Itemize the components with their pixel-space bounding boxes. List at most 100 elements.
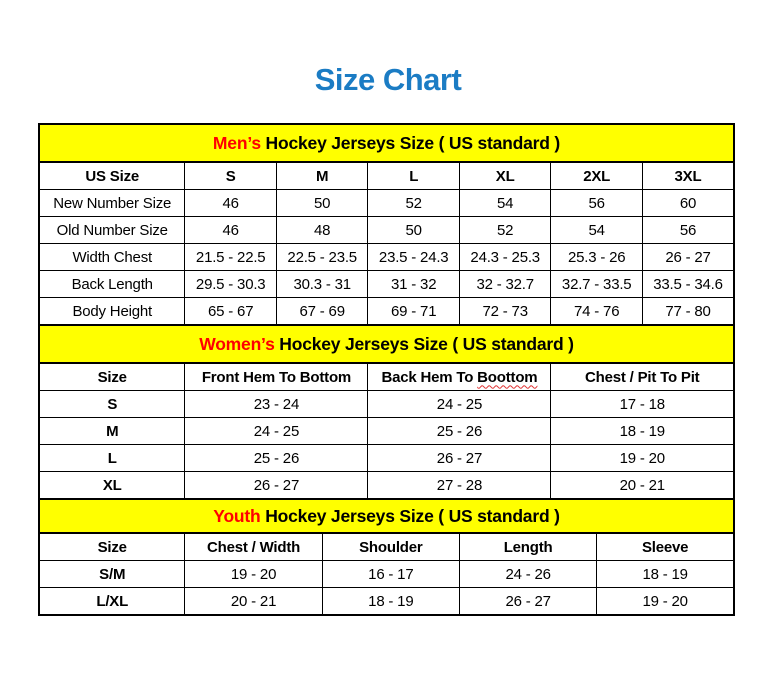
value-cell: 24 - 26 — [458, 560, 598, 588]
value-cell: 77 - 80 — [641, 297, 735, 326]
value-cell: 52 — [458, 216, 552, 244]
table-row: Old Number Size 46 48 50 52 54 56 — [38, 216, 735, 244]
table-row: S/M 19 - 20 16 - 17 24 - 26 18 - 19 — [38, 560, 735, 588]
column-header: Front Hem To Bottom — [184, 362, 369, 391]
value-cell: 32 - 32.7 — [458, 270, 552, 298]
value-cell: 26 - 27 — [184, 471, 369, 500]
column-header: L — [367, 161, 460, 190]
value-cell: 72 - 73 — [458, 297, 552, 326]
value-cell: 24.3 - 25.3 — [458, 243, 552, 271]
row-label: Back Length — [38, 270, 186, 298]
column-header: Chest / Width — [184, 532, 323, 561]
mens-banner-row: Men’s Hockey Jerseys Size ( US standard … — [38, 123, 735, 163]
value-cell: 23.5 - 24.3 — [367, 243, 460, 271]
table-row: Body Height 65 - 67 67 - 69 69 - 71 72 - 73 7… — [38, 297, 735, 326]
table-row: L 25 - 26 26 - 27 19 - 20 — [38, 444, 735, 472]
value-cell: 19 - 20 — [184, 560, 323, 588]
youth-header-row: Size Chest / Width Shoulder Length Sleeve — [38, 532, 735, 561]
value-cell: 25.3 - 26 — [550, 243, 643, 271]
table-row: Back Length 29.5 - 30.3 30.3 - 31 31 - 32 32… — [38, 270, 735, 298]
value-cell: 30.3 - 31 — [275, 270, 369, 298]
value-cell: 19 - 20 — [596, 587, 735, 616]
value-cell: 54 — [550, 216, 643, 244]
value-cell: 26 - 27 — [458, 587, 598, 616]
mens-header-row: US Size S M L XL 2XL 3XL — [38, 161, 735, 190]
row-label: S/M — [38, 560, 186, 588]
value-cell: 65 - 67 — [184, 297, 277, 326]
womens-banner: Women’s Hockey Jerseys Size ( US standar… — [38, 324, 735, 364]
row-label: S — [38, 390, 186, 418]
page-title: Size Chart — [314, 62, 462, 97]
column-header: Size — [38, 532, 186, 561]
value-cell: 32.7 - 33.5 — [550, 270, 643, 298]
banner-highlight: Men’s — [212, 132, 261, 153]
value-cell: 24 - 25 — [367, 390, 552, 418]
womens-size-table: Women’s Hockey Jerseys Size ( US standar… — [38, 324, 735, 500]
row-label: Body Height — [38, 297, 186, 326]
value-cell: 26 - 27 — [641, 243, 735, 271]
value-cell: 20 - 21 — [184, 587, 323, 616]
row-label: XL — [38, 471, 186, 500]
value-cell: 56 — [641, 216, 735, 244]
mens-banner: Men’s Hockey Jerseys Size ( US standard … — [38, 123, 735, 163]
value-cell: 17 - 18 — [550, 390, 735, 418]
value-cell: 67 - 69 — [275, 297, 369, 326]
value-cell: 18 - 19 — [596, 560, 735, 588]
table-row: S 23 - 24 24 - 25 17 - 18 — [38, 390, 735, 418]
column-header: Chest / Pit To Pit — [550, 362, 735, 391]
table-row: Width Chest 21.5 - 22.5 22.5 - 23.5 23.5 - … — [38, 243, 735, 271]
table-row: M 24 - 25 25 - 26 18 - 19 — [38, 417, 735, 445]
value-cell: 19 - 20 — [550, 444, 735, 472]
value-cell: 25 - 26 — [367, 417, 552, 445]
banner-text: Hockey Jerseys Size ( US standard ) — [260, 505, 560, 526]
value-cell: 24 - 25 — [184, 417, 369, 445]
row-label: L/XL — [38, 587, 186, 616]
youth-banner: Youth Hockey Jerseys Size ( US standard … — [38, 498, 735, 534]
value-cell: 26 - 27 — [367, 444, 552, 472]
misspelled-word: Boottom — [477, 368, 538, 386]
womens-header-row: Size Front Hem To Bottom Back Hem To Boott… — [38, 362, 735, 391]
value-cell: 29.5 - 30.3 — [184, 270, 277, 298]
row-label: L — [38, 444, 186, 472]
value-cell: 46 — [184, 216, 277, 244]
value-cell: 33.5 - 34.6 — [641, 270, 735, 298]
row-label: Width Chest — [38, 243, 186, 271]
mens-size-table: Men’s Hockey Jerseys Size ( US standard … — [38, 123, 735, 326]
table-row: XL 26 - 27 27 - 28 20 - 21 — [38, 471, 735, 500]
value-cell: 50 — [367, 216, 460, 244]
column-header: Shoulder — [321, 532, 460, 561]
column-header: US Size — [38, 161, 186, 190]
value-cell: 52 — [367, 189, 460, 217]
value-cell: 48 — [275, 216, 369, 244]
value-cell: 31 - 32 — [367, 270, 460, 298]
value-cell: 74 - 76 — [550, 297, 643, 326]
column-header: Length — [458, 532, 598, 561]
value-cell: 60 — [641, 189, 735, 217]
column-header: Back Hem To Boottom — [367, 362, 552, 391]
column-header: Sleeve — [596, 532, 735, 561]
tables-container: Men’s Hockey Jerseys Size ( US standard … — [38, 123, 735, 616]
row-label: Old Number Size — [38, 216, 186, 244]
value-cell: 21.5 - 22.5 — [184, 243, 277, 271]
value-cell: 46 — [184, 189, 277, 217]
row-label: M — [38, 417, 186, 445]
value-cell: 16 - 17 — [321, 560, 460, 588]
value-cell: 25 - 26 — [184, 444, 369, 472]
banner-highlight: Youth — [213, 505, 261, 526]
banner-highlight: Women’s — [199, 333, 275, 354]
column-header: 2XL — [550, 161, 643, 190]
value-cell: 27 - 28 — [367, 471, 552, 500]
row-label: New Number Size — [38, 189, 186, 217]
value-cell: 56 — [550, 189, 643, 217]
value-cell: 23 - 24 — [184, 390, 369, 418]
value-cell: 22.5 - 23.5 — [275, 243, 369, 271]
table-row: New Number Size 46 50 52 54 56 60 — [38, 189, 735, 217]
value-cell: 54 — [458, 189, 552, 217]
value-cell: 50 — [275, 189, 369, 217]
column-header: 3XL — [641, 161, 735, 190]
column-header: XL — [458, 161, 552, 190]
table-row: L/XL 20 - 21 18 - 19 26 - 27 19 - 20 — [38, 587, 735, 616]
youth-banner-row: Youth Hockey Jerseys Size ( US standard … — [38, 498, 735, 534]
value-cell: 18 - 19 — [321, 587, 460, 616]
banner-text: Hockey Jerseys Size ( US standard ) — [274, 333, 574, 354]
